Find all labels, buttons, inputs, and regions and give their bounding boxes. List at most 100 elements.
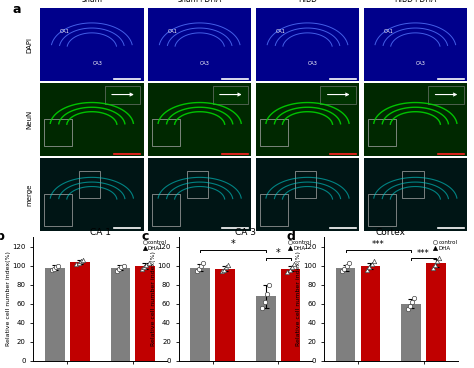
Point (288, 264, 295, 270)
Point (338, 269, 346, 275)
Point (198, 263, 205, 269)
Bar (105, 85, 140, 103)
Text: ***: *** (372, 240, 385, 249)
Bar (361, 266, 380, 361)
Point (283, 269, 291, 275)
Bar (402, 171, 424, 198)
Point (431, 262, 439, 268)
Bar (426, 263, 446, 361)
Point (55, 263, 62, 269)
Bar (401, 304, 421, 361)
Point (261, 299, 268, 305)
Text: d: d (286, 230, 295, 243)
Point (410, 295, 418, 301)
Title: CA 1: CA 1 (90, 227, 110, 237)
Point (52, 264, 60, 270)
Point (429, 265, 437, 270)
Bar (45, 119, 73, 146)
Point (436, 255, 443, 261)
Point (409, 299, 416, 305)
Point (77, 258, 84, 264)
Bar (364, 158, 467, 231)
Text: ***: *** (417, 249, 430, 258)
Bar (364, 8, 467, 81)
Point (404, 307, 411, 312)
Point (118, 264, 125, 270)
Text: CA3: CA3 (92, 61, 102, 66)
Text: sham+DHA: sham+DHA (178, 0, 222, 4)
Bar (40, 8, 144, 81)
Point (50, 266, 57, 272)
Text: NeuN: NeuN (27, 110, 33, 129)
Bar (294, 171, 316, 198)
Y-axis label: Relative cell number index(%): Relative cell number index(%) (6, 252, 10, 346)
Bar (256, 83, 359, 156)
Text: CA1: CA1 (275, 29, 285, 34)
Bar (256, 296, 275, 361)
Bar (187, 171, 208, 198)
Point (345, 260, 353, 266)
Text: CA3: CA3 (308, 61, 318, 66)
Text: HIBD: HIBD (298, 0, 317, 4)
Bar (70, 262, 90, 361)
Point (364, 267, 371, 273)
Bar (152, 119, 180, 146)
Bar (40, 83, 144, 156)
Legend: control, DHA: control, DHA (434, 240, 457, 251)
Text: b: b (0, 230, 5, 243)
Point (138, 266, 146, 272)
Point (48, 267, 55, 273)
Bar (148, 8, 251, 81)
Y-axis label: Relative cell number index(%): Relative cell number index(%) (151, 252, 156, 346)
Text: DAPI: DAPI (27, 37, 33, 53)
Point (200, 260, 207, 266)
Bar (256, 8, 359, 81)
Point (116, 266, 123, 272)
Point (368, 261, 375, 267)
Point (286, 267, 293, 273)
Point (433, 258, 441, 264)
Title: Cortex: Cortex (376, 227, 406, 237)
Point (140, 264, 148, 270)
Text: HIBD+DHA: HIBD+DHA (394, 0, 437, 4)
Bar (148, 83, 251, 156)
Bar (45, 194, 73, 226)
Text: c: c (141, 230, 148, 243)
Point (220, 267, 228, 273)
Bar (256, 158, 359, 231)
Bar (79, 171, 100, 198)
Bar (45, 268, 64, 361)
Bar (368, 119, 396, 146)
Bar (136, 266, 155, 361)
Point (222, 264, 230, 270)
Bar (320, 85, 356, 103)
Legend: control, DHA: control, DHA (289, 240, 312, 251)
Bar (40, 158, 144, 231)
Text: a: a (12, 3, 20, 16)
Point (406, 303, 414, 309)
Text: merge: merge (27, 183, 33, 206)
Bar (213, 85, 248, 103)
Bar (281, 269, 301, 361)
Point (120, 263, 128, 269)
Text: CA3: CA3 (200, 61, 210, 66)
Bar (260, 119, 288, 146)
Y-axis label: Relative cell number index(%): Relative cell number index(%) (296, 252, 301, 346)
Point (79, 257, 87, 263)
Point (143, 262, 150, 268)
Point (259, 305, 266, 311)
Bar (364, 83, 467, 156)
Text: sham: sham (82, 0, 102, 4)
Point (218, 269, 226, 275)
Point (343, 263, 350, 269)
Point (195, 266, 203, 272)
Bar (215, 269, 235, 361)
Bar (152, 194, 180, 226)
Text: *: * (276, 248, 281, 258)
Point (265, 282, 273, 288)
Point (113, 268, 121, 273)
Bar (260, 194, 288, 226)
Text: CA1: CA1 (168, 29, 178, 34)
Point (193, 269, 201, 275)
Point (263, 291, 271, 297)
